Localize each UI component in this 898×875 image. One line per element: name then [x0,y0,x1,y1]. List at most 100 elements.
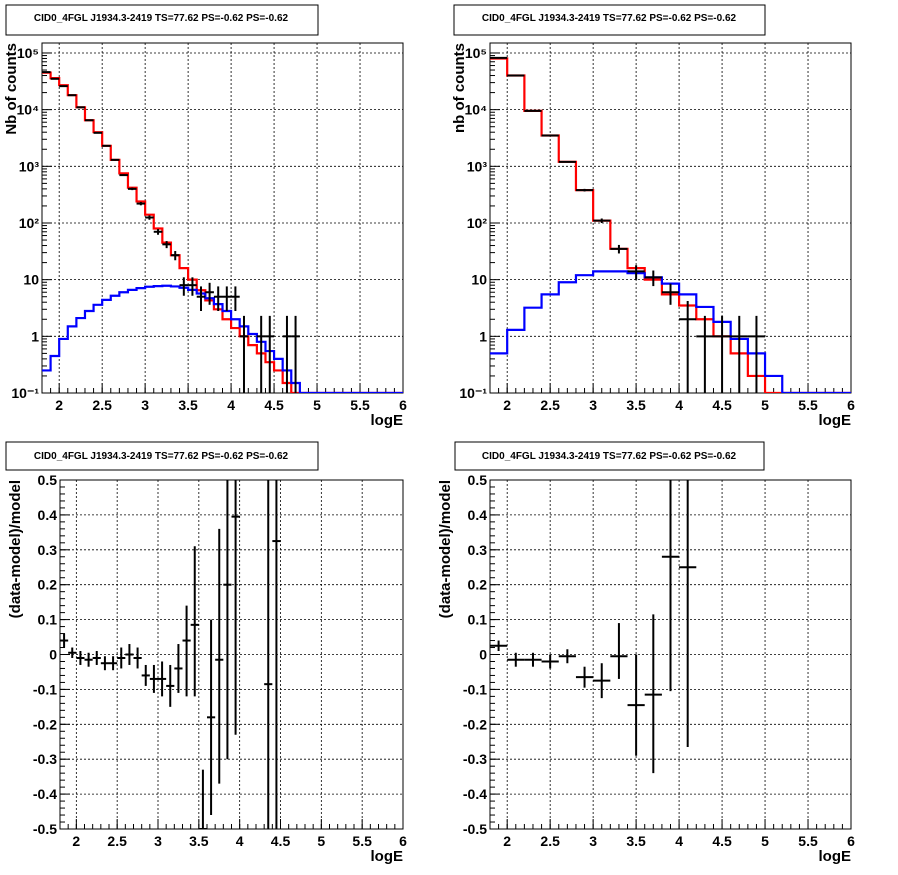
data-point [127,187,137,191]
x-tick-label: 3.5 [178,397,198,413]
x-tick-label: 2.5 [540,833,560,849]
data-point [222,286,232,311]
step-series-blue [42,284,403,393]
y-tick-label: 0.2 [38,577,58,593]
x-tick-label: 3.5 [189,833,209,849]
data-point [696,315,714,393]
data-point [593,663,611,699]
data-point [223,480,232,760]
x-tick-label: 4 [675,833,683,849]
data-point [84,119,94,122]
data-point [102,144,111,147]
y-tick-label: -0.2 [463,716,487,732]
data-point [524,652,542,667]
x-tick-label: 5.5 [798,833,818,849]
data-point [174,644,183,693]
y-tick-label: 10² [467,215,488,231]
data-point [231,286,240,311]
data-point [100,656,109,671]
x-axis-label: logE [819,848,852,865]
data-point [188,277,197,296]
y-tick-label: 0.4 [38,507,58,523]
x-tick-label: 2.5 [107,833,127,849]
y-tick-label: 10⁵ [17,45,39,61]
data-point [610,244,628,254]
data-point [644,614,662,774]
data-point [575,188,594,192]
y-tick-label: 10 [23,272,39,288]
data-point [558,160,576,163]
data-point [109,656,118,671]
data-point [272,480,281,829]
x-tick-label: 3.5 [626,397,646,413]
data-point [76,651,85,665]
data-point [610,623,628,679]
data-point [133,647,142,669]
x-tick-label: 2.5 [92,397,112,413]
data-point [231,480,240,735]
title-box [5,4,319,36]
y-tick-label: 10³ [19,158,40,174]
data-point [661,283,680,305]
chart-panel-3: 2 2.5 3 3.5 4 4.5 5 5.5 6logE-0.5-0.4-0.3-0.2-0.… [5,441,407,865]
data-point [110,158,120,161]
data-point [264,480,273,829]
y-axis-label: Nb of counts [3,43,20,135]
chart-title: CID0_4FGL J1934.3-2419 TS=77.62 PS=-0.62… [34,13,289,24]
data-point [136,201,146,206]
data-point [182,605,191,697]
data-point [207,619,216,816]
step-line [42,284,403,393]
y-tick-label: -0.1 [463,681,487,697]
x-tick-label: 3 [154,833,162,849]
y-tick-label: -0.4 [463,786,487,802]
x-tick-label: 3 [141,397,149,413]
data-point [213,286,223,311]
x-tick-label: 6 [399,833,407,849]
chart-panel-4: 2 2.5 3 3.5 4 4.5 5 5.5 6logE-0.5-0.4-0.3-0.2-0.… [437,441,855,865]
x-tick-label: 4.5 [264,397,284,413]
x-tick-label: 4 [236,833,244,849]
data-point [524,109,542,112]
x-tick-label: 2.5 [540,397,560,413]
data-point [215,528,224,784]
data-point [282,315,292,393]
y-axis-label: (data-model)/model [437,480,454,618]
x-tick-label: 3.5 [626,833,646,849]
data-points [490,56,766,393]
plot-frame [59,479,404,830]
x-axis-label: logE [371,412,404,429]
x-tick-label: 4 [675,397,683,413]
step-series-blue [490,270,851,393]
y-tick-label: 10⁵ [465,45,487,61]
x-tick-label: 3 [589,397,597,413]
chart-title: CID0_4FGL J1934.3-2419 TS=77.62 PS=-0.62… [482,13,737,24]
y-tick-label: 0.1 [468,612,488,628]
y-axis: -0.5 -0.4 -0.3 -0.2 -0.1 0 0.1 0.2 0.3 0.4 0.5 (dat… [7,472,403,837]
data-point [679,480,697,747]
data-point [125,644,134,665]
data-point [490,640,508,652]
data-point [166,664,175,707]
data-point [149,664,158,693]
data-point [575,666,594,688]
y-tick-label: -0.3 [463,751,487,767]
y-tick-label: 10⁻¹ [459,385,487,401]
x-axis-label: logE [371,848,404,865]
x-tick-label: 4.5 [271,833,291,849]
data-point [141,664,150,686]
data-point [730,315,748,393]
data-area [42,71,403,393]
title-box [453,4,766,36]
data-point [179,277,189,296]
y-axis-label: (data-model)/model [7,480,24,618]
data-point [507,652,525,667]
data-point [158,661,167,697]
data-point [117,647,126,669]
data-point [145,215,154,220]
